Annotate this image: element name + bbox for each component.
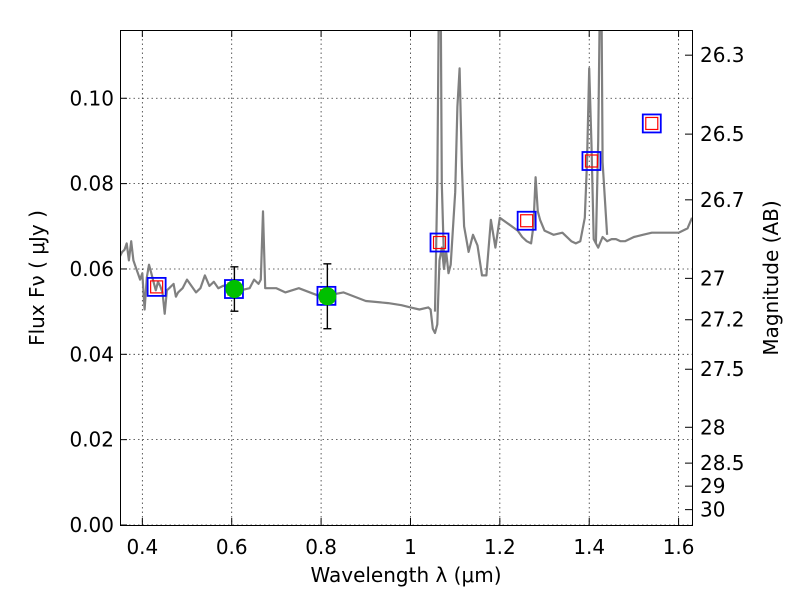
x-tick-label: 0.8 [305, 535, 337, 559]
right-tick-label: 27.5 [700, 357, 745, 381]
y-tick-label: 0.10 [69, 86, 114, 110]
model-photometry-point [641, 113, 662, 134]
x-tick-label: 1.2 [484, 535, 516, 559]
right-tick-label: 29 [700, 474, 725, 498]
spectrum-line [594, 30, 609, 244]
spectrum-line [433, 30, 446, 312]
x-tick-label: 0.4 [126, 535, 158, 559]
model-photometry-point [429, 232, 450, 253]
model-photometry-inner-square [432, 235, 447, 250]
right-tick-label: 28.5 [700, 451, 745, 475]
right-tick-label: 30 [700, 498, 725, 522]
x-tick-label: 0.6 [216, 535, 248, 559]
model-photometry-point [581, 151, 602, 171]
plot-frame [120, 30, 693, 526]
y-tick-label: 0.08 [69, 172, 114, 196]
x-tick-label: 1.4 [573, 535, 605, 559]
right-tick-label: 27.2 [700, 308, 745, 332]
points-layer [146, 113, 662, 330]
x-tick-label: 1.6 [663, 535, 695, 559]
observed-photometry-point [225, 280, 244, 299]
y-tick-label: 0.02 [69, 428, 114, 452]
model-photometry-point [516, 210, 537, 231]
model-photometry-inner-square [150, 280, 164, 294]
right-tick-label: 28 [700, 415, 725, 439]
y-axis-ticks: 0.00 0.02 0.04 0.06 0.08 0.10 [69, 86, 127, 537]
observed-photometry-point [318, 287, 337, 306]
x-axis-ticks: 0.4 0.6 0.8 1 1.2 1.4 1.6 [126, 30, 695, 559]
y-tick-label: 0.00 [69, 513, 114, 537]
model-photometry-inner-square [520, 214, 534, 228]
model-photometry-point [146, 276, 167, 297]
y-tick-label: 0.04 [69, 342, 114, 366]
right-tick-label: 26.7 [700, 188, 745, 212]
right-axis-label: Magnitude (AB) [759, 200, 783, 355]
model-photometry-inner-square [584, 154, 599, 168]
right-tick-label: 26.3 [700, 43, 745, 67]
x-axis-label: Wavelength λ (μm) [310, 563, 501, 587]
right-tick-label: 27 [700, 266, 725, 290]
y-tick-label: 0.06 [69, 257, 114, 281]
y-axis-label: Flux Fν ( μJy ) [25, 210, 49, 346]
right-tick-label: 26.5 [700, 122, 745, 146]
x-tick-label: 1 [404, 535, 417, 559]
model-photometry-inner-square [645, 116, 659, 131]
